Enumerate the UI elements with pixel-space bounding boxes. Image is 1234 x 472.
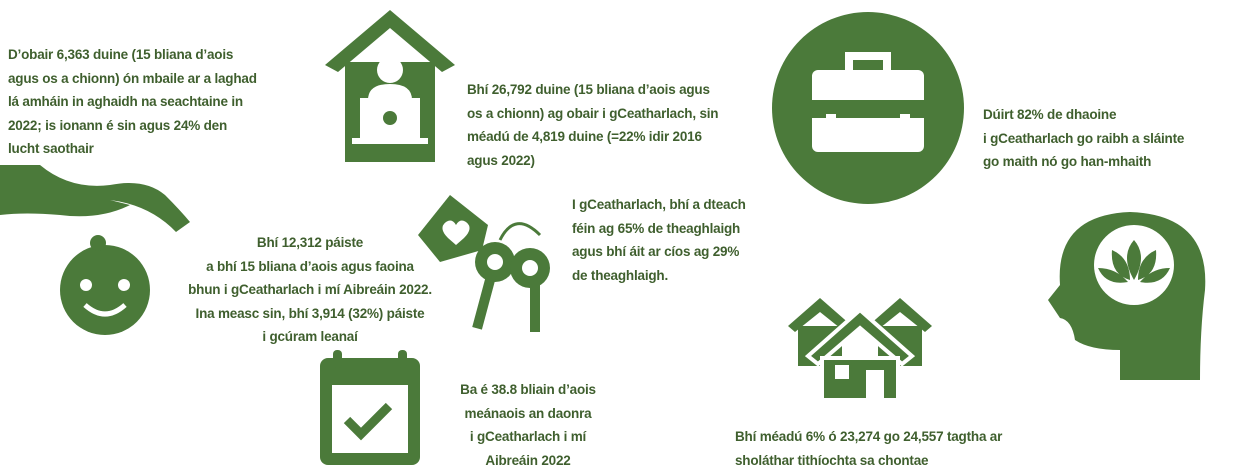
fact-line: a bhí 15 bliana d’aois agus faoina xyxy=(160,255,460,279)
fact-line: Dúirt 82% de dhaoine xyxy=(983,103,1184,127)
fact-line: bhun i gCeatharlach i mí Aibreáin 2022. xyxy=(160,278,460,302)
fact-line: agus 2022) xyxy=(467,149,718,173)
fact-line: os a chionn) ag obair i gCeatharlach, si… xyxy=(467,102,718,126)
fact-line: I gCeatharlach, bhí a dteach xyxy=(572,193,746,217)
briefcase-icon xyxy=(772,12,964,204)
fact-text: Bhí méadú 6% ó 23,274 go 24,557 tagtha a… xyxy=(735,425,1002,472)
fact-line: féin ag 65% de theaghlaigh xyxy=(572,217,746,241)
fact-line: Bhí 12,312 páiste xyxy=(160,231,460,255)
houses-icon xyxy=(788,298,932,400)
fact-line: lá amháin in aghaidh na seachtaine in xyxy=(8,90,257,114)
fact-line: Ina measc sin, bhí 3,914 (32%) páiste xyxy=(160,302,460,326)
fact-line: 2022; is ionann é sin agus 24% den xyxy=(8,114,257,138)
fact-line: D’obair 6,363 duine (15 bliana d’aois xyxy=(8,43,257,67)
fact-line: i gcúram leanaí xyxy=(160,325,460,349)
house-laptop-icon xyxy=(325,10,455,162)
head-lotus-icon xyxy=(1048,212,1205,380)
fact-line: de theaghlaigh. xyxy=(572,264,746,288)
fact-line: meánaois an daonra xyxy=(430,402,626,426)
fact-line: i gCeatharlach i mí xyxy=(430,425,626,449)
fact-line: méadú de 4,819 duine (=22% idir 2016 xyxy=(467,125,718,149)
fact-line: sholáthar tithíochta sa chontae xyxy=(735,449,1002,472)
fact-line: Bhí 26,792 duine (15 bliana d’aois agus xyxy=(467,78,718,102)
fact-line: lucht saothair xyxy=(8,137,257,161)
calendar-icon xyxy=(320,350,420,465)
fact-line: Bhí méadú 6% ó 23,274 go 24,557 tagtha a… xyxy=(735,425,1002,449)
fact-line: Ba é 38.8 bliain d’aois xyxy=(430,378,626,402)
fact-line: go maith nó go han-mhaith xyxy=(983,150,1184,174)
fact-line: i gCeatharlach go raibh a sláinte xyxy=(983,127,1184,151)
fact-line: agus bhí áit ar cíos ag 29% xyxy=(572,240,746,264)
fact-line: Aibreáin 2022 xyxy=(430,449,626,472)
fact-line: agus os a chionn) ón mbaile ar a laghad xyxy=(8,67,257,91)
